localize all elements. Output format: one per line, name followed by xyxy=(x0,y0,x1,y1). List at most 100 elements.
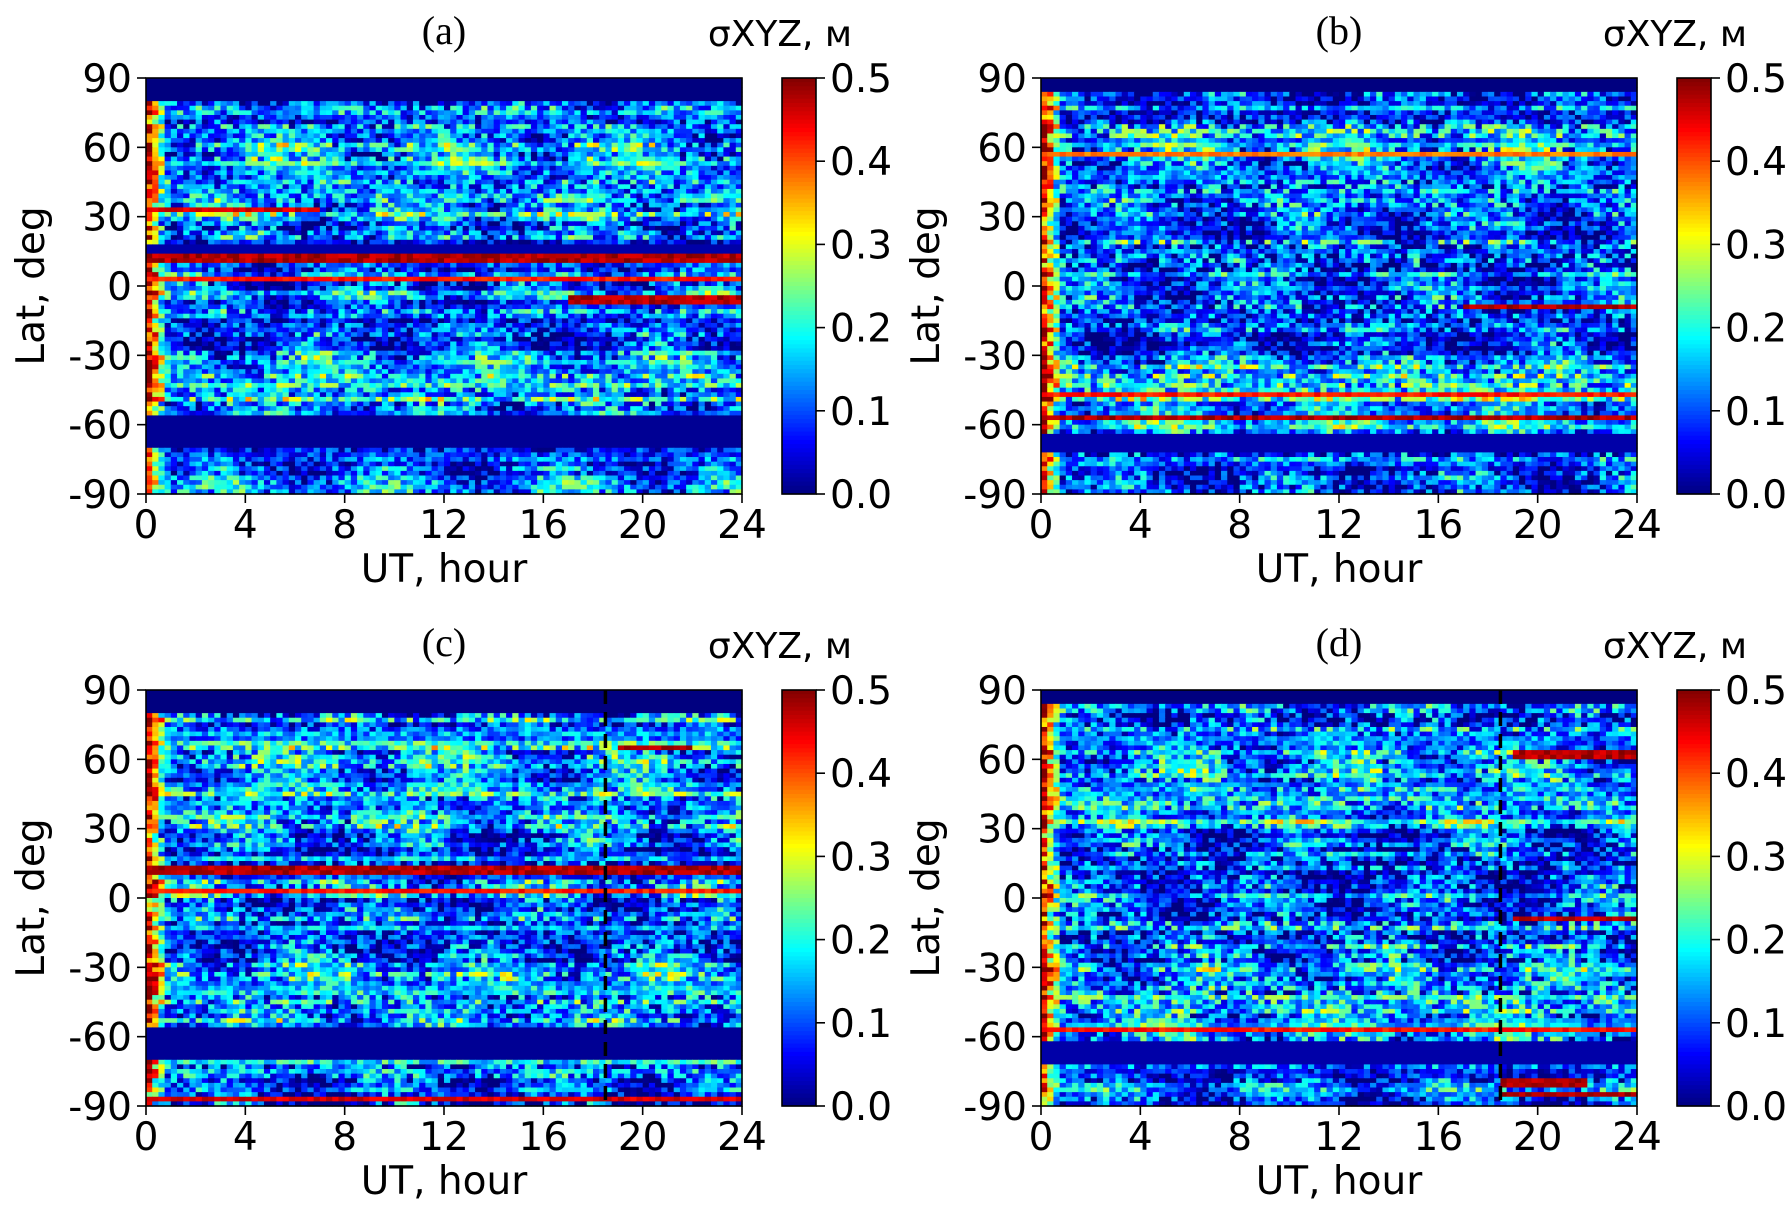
heatmap-cell xyxy=(370,110,377,115)
heatmap-cell xyxy=(208,92,215,97)
heatmap-cell xyxy=(649,87,656,92)
heatmap-cell xyxy=(469,101,476,106)
heatmap-cell xyxy=(487,87,494,92)
heatmap-cell xyxy=(487,110,494,115)
heatmap-cell xyxy=(401,101,408,106)
heatmap-cell xyxy=(581,115,588,120)
heatmap-cell xyxy=(270,110,277,115)
heatmap-cell xyxy=(500,110,507,115)
heatmap-cell xyxy=(655,96,662,101)
heatmap-cell xyxy=(388,92,395,97)
heatmap-cell xyxy=(283,120,290,125)
heatmap-cell xyxy=(301,110,308,115)
heatmap-cell xyxy=(252,110,259,115)
heatmap-cell xyxy=(419,92,426,97)
heatmap-cell xyxy=(463,110,470,115)
heatmap-cell xyxy=(599,101,606,106)
heatmap-cell xyxy=(636,92,643,97)
heatmap-cell xyxy=(370,115,377,120)
heatmap-cell xyxy=(456,110,463,115)
heatmap-cell xyxy=(531,83,538,88)
heatmap-cell xyxy=(699,110,706,115)
heatmap-cell xyxy=(258,87,265,92)
heatmap-cell xyxy=(345,106,352,111)
heatmap-cell xyxy=(382,96,389,101)
heatmap-cell xyxy=(270,115,277,120)
heatmap-cell xyxy=(711,106,718,111)
heatmap-cell xyxy=(351,106,358,111)
heatmap-cell xyxy=(649,115,656,120)
heatmap-cell xyxy=(245,115,252,120)
heatmap-cell xyxy=(345,115,352,120)
heatmap-cell xyxy=(165,83,172,88)
heatmap-cell xyxy=(214,120,221,125)
heatmap-cell xyxy=(301,120,308,125)
heatmap-cell xyxy=(227,87,234,92)
heatmap-cell xyxy=(432,106,439,111)
heatmap-cell xyxy=(388,110,395,115)
heatmap-cell xyxy=(469,92,476,97)
heatmap-cell xyxy=(152,106,159,111)
heatmap-cell xyxy=(357,87,364,92)
heatmap-cell xyxy=(295,110,302,115)
heatmap-cell xyxy=(407,83,414,88)
heatmap-cell xyxy=(636,115,643,120)
heatmap-cell xyxy=(258,96,265,101)
heatmap-cell xyxy=(351,96,358,101)
heatmap-cell xyxy=(531,110,538,115)
heatmap-cell xyxy=(475,92,482,97)
heatmap-cell xyxy=(171,106,178,111)
heatmap-cell xyxy=(556,101,563,106)
heatmap-cell xyxy=(301,83,308,88)
heatmap-cell xyxy=(376,87,383,92)
heatmap-cell xyxy=(425,101,432,106)
heatmap-cell xyxy=(202,110,209,115)
heatmap-cell xyxy=(376,106,383,111)
heatmap-cell xyxy=(363,120,370,125)
heatmap-cell xyxy=(630,110,637,115)
heatmap-cell xyxy=(146,115,153,120)
heatmap-cell xyxy=(581,110,588,115)
heatmap-cell xyxy=(537,110,544,115)
heatmap-cell xyxy=(419,106,426,111)
heatmap-cell xyxy=(233,87,240,92)
heatmap-cell xyxy=(556,110,563,115)
heatmap-cell xyxy=(494,87,501,92)
heatmap-cell xyxy=(587,101,594,106)
heatmap-cell xyxy=(605,87,612,92)
heatmap-cell xyxy=(221,96,228,101)
heatmap-cell xyxy=(425,120,432,125)
heatmap-cell xyxy=(574,96,581,101)
heatmap-cell xyxy=(245,96,252,101)
heatmap-cell xyxy=(624,115,631,120)
heatmap-cell xyxy=(692,83,699,88)
heatmap-cell xyxy=(512,92,519,97)
heatmap-cell xyxy=(512,110,519,115)
heatmap-cell xyxy=(394,92,401,97)
heatmap-cell xyxy=(233,101,240,106)
heatmap-cell xyxy=(568,83,575,88)
heatmap-cell xyxy=(699,106,706,111)
heatmap-cell xyxy=(183,101,190,106)
heatmap-cell xyxy=(165,115,172,120)
heatmap-cell xyxy=(432,96,439,101)
heatmap-cell xyxy=(593,106,600,111)
heatmap-cell xyxy=(183,87,190,92)
heatmap-cell xyxy=(525,96,532,101)
heatmap-cell xyxy=(717,106,724,111)
heatmap-cell xyxy=(283,110,290,115)
heatmap-cell xyxy=(158,106,165,111)
heatmap-cell xyxy=(338,96,345,101)
heatmap-cell xyxy=(208,96,215,101)
heatmap-cell xyxy=(574,83,581,88)
heatmap-cell xyxy=(487,115,494,120)
heatmap-cell xyxy=(519,92,526,97)
heatmap-cell xyxy=(531,87,538,92)
heatmap-cell xyxy=(568,87,575,92)
heatmap-cell xyxy=(723,106,730,111)
heatmap-cell xyxy=(469,96,476,101)
heatmap-cell xyxy=(655,110,662,115)
heatmap-cell xyxy=(289,101,296,106)
heatmap-cell xyxy=(326,120,333,125)
